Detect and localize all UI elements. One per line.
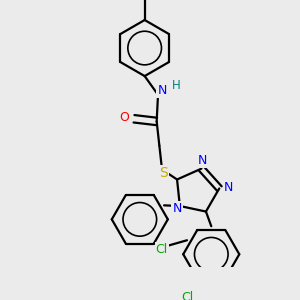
Text: N: N: [198, 154, 207, 167]
Text: S: S: [159, 167, 168, 181]
Text: N: N: [224, 181, 233, 194]
Text: N: N: [157, 84, 167, 97]
Text: O: O: [120, 111, 130, 124]
Text: H: H: [172, 79, 181, 92]
Text: N: N: [172, 202, 182, 215]
Text: Cl: Cl: [155, 243, 168, 256]
Text: Cl: Cl: [181, 291, 193, 300]
